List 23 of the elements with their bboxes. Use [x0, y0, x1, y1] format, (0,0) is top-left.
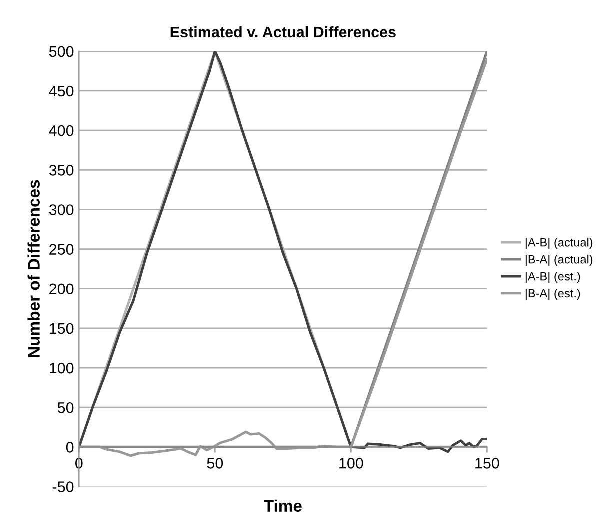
chart-title: Estimated v. Actual Differences [170, 26, 396, 38]
legend-label: |B-A| (est.) [526, 288, 580, 300]
x-tick-label: 50 [207, 458, 224, 469]
x-axis-title: Time [264, 500, 302, 512]
x-tick-label: 0 [76, 458, 83, 469]
x-tick-label: 150 [476, 458, 500, 469]
y-axis-title: Number of Differences [28, 180, 40, 358]
y-tick-label: 200 [50, 284, 74, 295]
y-tick-label: 100 [50, 362, 74, 374]
legend-label: |A-B| (est.) [526, 272, 580, 284]
y-tick-label: 400 [49, 125, 74, 136]
y-tick-label: 150 [50, 323, 74, 334]
y-tick-label: 500 [49, 46, 74, 58]
x-tick-label: 100 [340, 458, 364, 469]
y-tick-label: 300 [49, 204, 74, 216]
y-tick-label: 450 [49, 86, 74, 97]
legend-label: |A-B| (actual) [526, 238, 593, 250]
y-tick-label: 350 [49, 165, 74, 176]
y-tick-label: 50 [58, 402, 74, 414]
legend-label: |B-A| (actual) [526, 255, 593, 266]
y-tick-label: -50 [52, 482, 74, 492]
y-tick-label: 250 [50, 244, 74, 255]
y-tick-label: 0 [66, 442, 74, 453]
